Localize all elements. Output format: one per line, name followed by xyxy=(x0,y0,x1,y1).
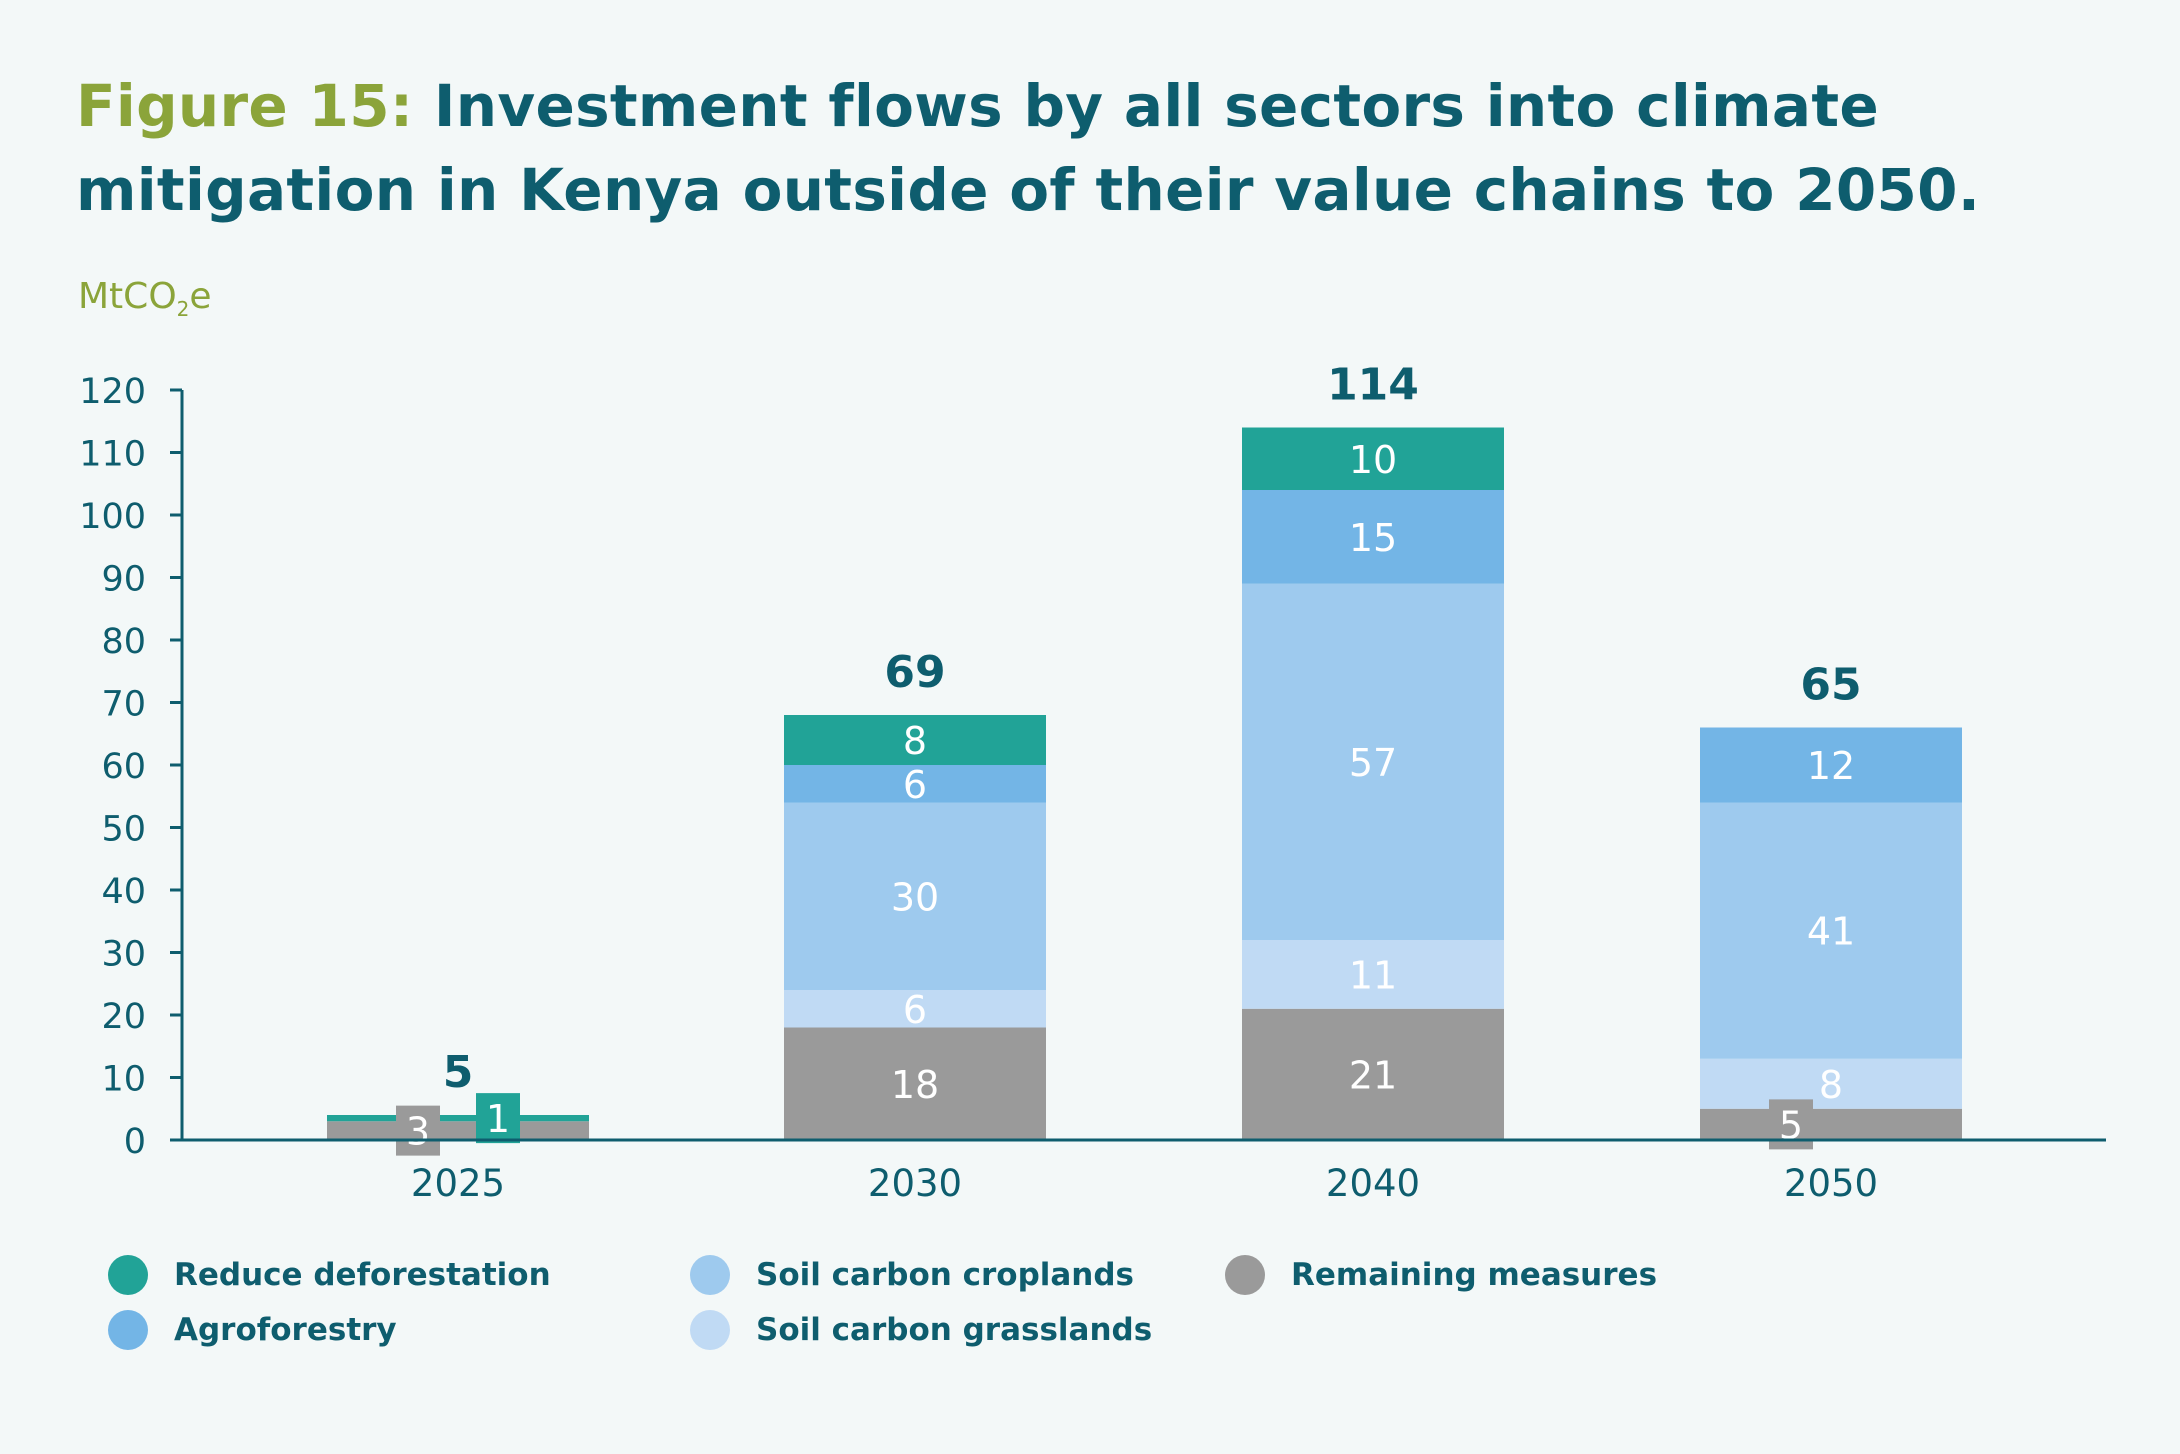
bar-total-label: 5 xyxy=(443,1047,474,1098)
legend-swatch xyxy=(108,1255,148,1295)
segment-value-label: 11 xyxy=(1349,953,1397,997)
y-tick-label: 100 xyxy=(79,497,146,537)
y-tick-label: 0 xyxy=(124,1122,146,1162)
legend-item-remaining-measures: Remaining measures xyxy=(1225,1250,1657,1300)
x-tick-label: 2030 xyxy=(868,1162,962,1205)
bar-segment xyxy=(1700,802,1962,1059)
x-tick-label: 2040 xyxy=(1326,1162,1420,1205)
segment-value-label: 30 xyxy=(891,875,939,919)
bar-segment xyxy=(1700,1108,1962,1140)
bar-segment xyxy=(784,802,1046,990)
bar-total-label: 65 xyxy=(1800,660,1861,711)
segment-value-label: 12 xyxy=(1807,744,1855,788)
legend-item-reduce-deforestation: Reduce deforestation xyxy=(108,1250,551,1300)
segment-value-label: 21 xyxy=(1349,1053,1397,1097)
legend-item-soil-carbon-croplands: Soil carbon croplands xyxy=(690,1250,1134,1300)
segment-value-label: 15 xyxy=(1349,516,1397,560)
bar-segment xyxy=(1242,490,1504,584)
bar-segment xyxy=(1242,583,1504,940)
y-tick-label: 90 xyxy=(101,560,146,600)
y-axis-unit-label: MtCO2e xyxy=(78,276,212,321)
segment-value-label: 6 xyxy=(903,763,927,807)
y-tick-label: 10 xyxy=(101,1060,146,1100)
bar-segment xyxy=(1242,1008,1504,1140)
segment-value-label: 10 xyxy=(1349,438,1397,482)
bar-segment xyxy=(327,1115,589,1122)
bar-segment xyxy=(1242,427,1504,490)
bar-segment xyxy=(784,765,1046,803)
segment-value-label: 57 xyxy=(1349,741,1397,785)
segment-value-badge xyxy=(476,1093,520,1144)
segment-value-label: 3 xyxy=(406,1110,430,1154)
legend-item-soil-carbon-grasslands: Soil carbon grasslands xyxy=(690,1305,1152,1355)
segment-value-label: 41 xyxy=(1807,910,1855,954)
bar-segment xyxy=(327,1121,589,1140)
chart-title: Figure 15: Investment flows by all secto… xyxy=(76,64,2116,232)
bar-total-label: 114 xyxy=(1327,360,1419,411)
legend-swatch xyxy=(108,1310,148,1350)
y-tick-label: 60 xyxy=(101,747,146,787)
legend-swatch xyxy=(690,1310,730,1350)
y-tick-label: 80 xyxy=(101,622,146,662)
figure-number: Figure 15: xyxy=(76,72,414,140)
bar-segment xyxy=(1700,1058,1962,1109)
legend-item-agroforestry: Agroforestry xyxy=(108,1305,397,1355)
y-tick-label: 40 xyxy=(101,872,146,912)
bar-segment xyxy=(1700,727,1962,803)
bar-segment xyxy=(784,990,1046,1028)
y-tick-label: 110 xyxy=(79,435,146,475)
x-tick-label: 2050 xyxy=(1784,1162,1878,1205)
y-tick-label: 50 xyxy=(101,810,146,850)
y-tick-label: 120 xyxy=(79,372,146,412)
bar-total-label: 69 xyxy=(884,647,945,698)
figure-caption: Investment flows by all sectors into cli… xyxy=(76,72,1981,224)
segment-value-label: 1 xyxy=(486,1097,510,1141)
bar-segment xyxy=(1242,940,1504,1009)
legend-swatch xyxy=(1225,1255,1265,1295)
segment-value-badge xyxy=(396,1105,440,1156)
legend: Reduce deforestation Agroforestry Soil c… xyxy=(108,1250,1808,1370)
segment-value-label: 8 xyxy=(1819,1063,1843,1107)
bar-segment xyxy=(784,1027,1046,1140)
segment-value-label: 8 xyxy=(903,719,927,763)
legend-swatch xyxy=(690,1255,730,1295)
segment-value-label: 18 xyxy=(891,1063,939,1107)
y-tick-label: 30 xyxy=(101,935,146,975)
y-tick-label: 20 xyxy=(101,997,146,1037)
y-tick-label: 70 xyxy=(101,685,146,725)
segment-value-label: 6 xyxy=(903,988,927,1032)
bar-segment xyxy=(784,715,1046,765)
x-tick-label: 2025 xyxy=(411,1162,505,1205)
